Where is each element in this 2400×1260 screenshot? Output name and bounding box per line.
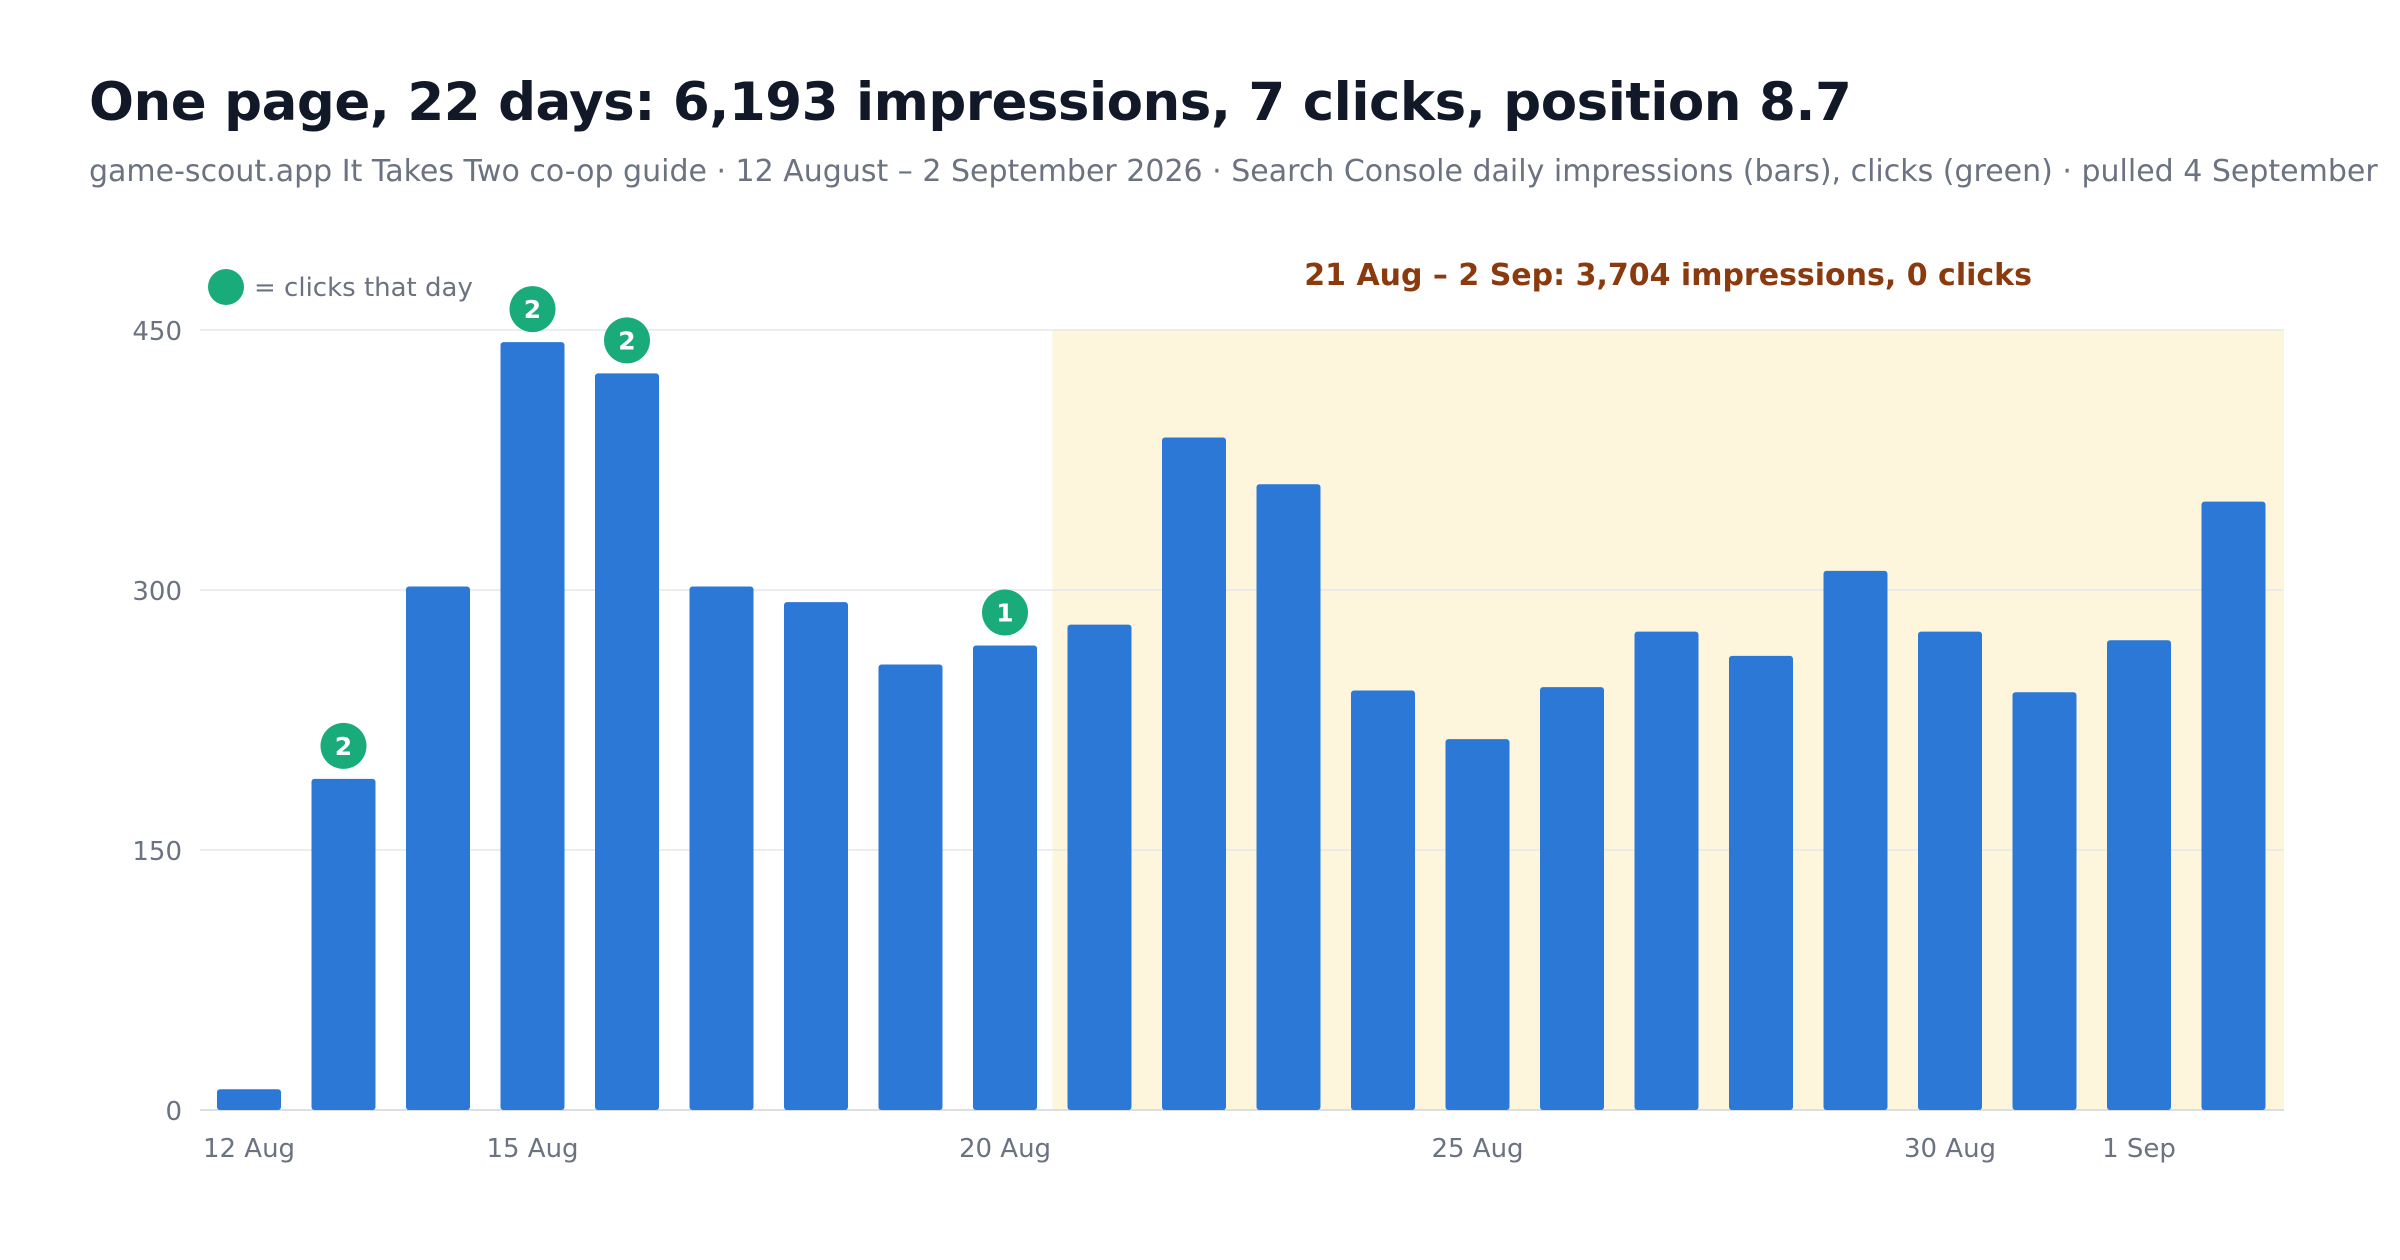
- chart-subtitle: game-scout.app It Takes Two co-op guide …: [89, 154, 2378, 189]
- legend-click-marker: [208, 269, 244, 305]
- click-label-20-aug: 1: [996, 598, 1013, 627]
- bar-18-aug: [784, 602, 848, 1110]
- y-tick-label-150: 150: [132, 837, 182, 867]
- click-marker-20-aug: [982, 589, 1028, 636]
- bar-28-aug: [1729, 655, 1793, 1110]
- bar-13-aug: [311, 778, 376, 1110]
- bar-22-aug: [1162, 437, 1226, 1110]
- click-marker-15-aug: [509, 286, 556, 333]
- bar-23-aug: [1256, 484, 1321, 1110]
- y-tick-label-0: 0: [165, 1097, 182, 1127]
- bar-12-aug: [217, 1089, 281, 1110]
- bar-29-aug: [1823, 570, 1888, 1110]
- bar-31-aug: [2012, 692, 2077, 1110]
- x-tick-label-30-aug: 30 Aug: [1904, 1134, 1996, 1164]
- y-tick-label-450: 450: [132, 317, 182, 347]
- bar-1-sep: [2107, 640, 2171, 1110]
- bar-27-aug: [1634, 631, 1699, 1110]
- y-tick-label-300: 300: [132, 577, 182, 607]
- bar-19-aug: [878, 664, 943, 1110]
- click-marker-16-aug: [604, 317, 650, 364]
- bar-24-aug: [1351, 690, 1415, 1110]
- x-tick-label-12-aug: 12 Aug: [203, 1134, 295, 1164]
- bar-16-aug: [595, 373, 659, 1110]
- bar-21-aug: [1067, 624, 1132, 1110]
- bar-15-aug: [500, 342, 565, 1111]
- bar-26-aug: [1540, 687, 1604, 1110]
- bar-14-aug: [406, 586, 470, 1110]
- click-marker-13-aug: [320, 722, 367, 769]
- x-tick-label-1-sep: 1 Sep: [2102, 1134, 2176, 1164]
- chart-title: One page, 22 days: 6,193 impressions, 7 …: [89, 72, 1852, 133]
- click-label-16-aug: 2: [618, 326, 635, 355]
- x-tick-label-15-aug: 15 Aug: [486, 1134, 578, 1164]
- bar-25-aug: [1445, 739, 1510, 1110]
- click-label-15-aug: 2: [524, 295, 541, 324]
- bar-17-aug: [689, 586, 754, 1110]
- legend-label: = clicks that day: [254, 273, 473, 303]
- click-label-13-aug: 2: [335, 732, 352, 761]
- x-tick-label-20-aug: 20 Aug: [959, 1134, 1051, 1164]
- bar-30-aug: [1918, 631, 1982, 1110]
- bar-20-aug: [973, 645, 1037, 1110]
- shaded-region-label: 21 Aug – 2 Sep: 3,704 impressions, 0 cli…: [1304, 258, 2032, 293]
- bar-2-sep: [2201, 501, 2266, 1111]
- x-tick-label-25-aug: 25 Aug: [1431, 1134, 1523, 1164]
